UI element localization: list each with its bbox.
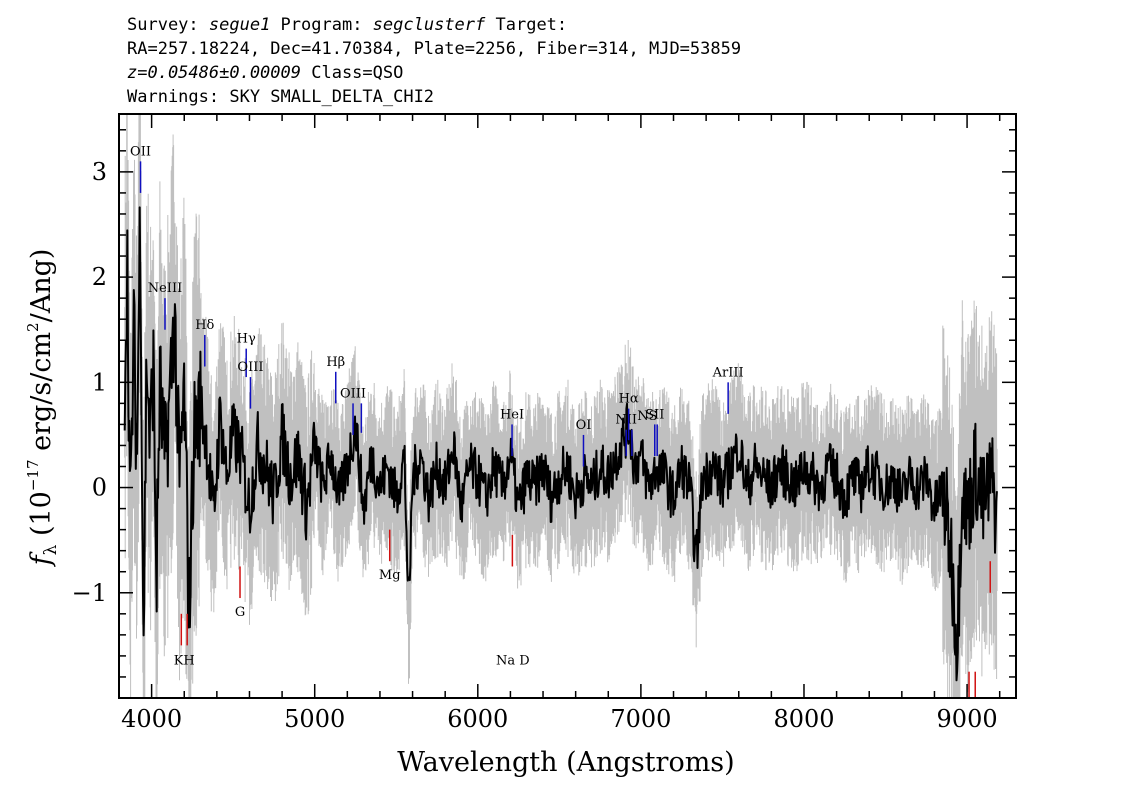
header-line-3: z=0.05486±0.00009 Class=QSO <box>127 63 403 83</box>
emission-line-label: SII <box>645 407 664 422</box>
header-survey-prefix: Survey: <box>127 15 209 35</box>
y-axis-title: fλ (10−17 erg/s/cm2/Ang) <box>24 249 61 568</box>
spectral-line-markers: OII NeIII Hδ Hγ OIII Hβ OIII HeI OI NII Hα SII ArIII… <box>130 144 991 698</box>
emission-line-label: OIII <box>237 360 263 375</box>
x-tick-label: 5000 <box>284 705 345 733</box>
emission-line-label: HeI <box>500 407 524 422</box>
header-program: segclusterf <box>373 15 486 35</box>
emission-line-label: Hδ <box>195 318 214 333</box>
plot-frame <box>118 113 1017 699</box>
header-target-prefix: Target: <box>485 15 567 35</box>
absorption-line-label: Na D <box>496 653 530 668</box>
y-tick-label: 1 <box>92 368 107 396</box>
x-tick-label: 7000 <box>610 705 671 733</box>
noise-envelope <box>124 114 998 698</box>
emission-line-label: OIII <box>340 386 366 401</box>
emission-line-label: NII <box>615 413 637 428</box>
emission-line-label: OI <box>576 418 592 433</box>
header-redshift: z=0.05486±0.00009 <box>127 63 301 83</box>
y-tick-label: 3 <box>92 158 107 186</box>
header-class: Class=QSO <box>301 63 403 83</box>
absorption-line-label: G <box>235 605 245 620</box>
header-warnings: Warnings: SKY SMALL_DELTA_CHI2 <box>127 87 434 107</box>
emission-line-label: NS <box>637 409 657 424</box>
emission-line-label: Hγ <box>237 332 256 347</box>
emission-line-label: OII <box>130 144 151 159</box>
y-axis-title-unit: erg/s/cm <box>26 332 57 460</box>
absorption-line-label: Mg <box>379 568 401 583</box>
x-tick-label: 4000 <box>121 705 182 733</box>
x-axis-title: Wavelength (Angstroms) <box>397 747 734 778</box>
y-axis-title-rest: (10 <box>26 491 57 544</box>
x-tick-label: 6000 <box>447 705 508 733</box>
header-program-prefix: Program: <box>270 15 372 35</box>
x-tick-label: 9000 <box>937 705 998 733</box>
emission-line-label: Hβ <box>326 355 345 370</box>
y-tick-label: −1 <box>72 579 107 607</box>
y-tick-label: 2 <box>92 263 107 291</box>
absorption-line-label: KH <box>174 653 195 668</box>
flux-line <box>123 206 998 682</box>
header-coordinates: RA=257.18224, Dec=41.70384, Plate=2256, … <box>127 39 741 59</box>
x-tick-label: 8000 <box>773 705 834 733</box>
flux-series <box>123 206 998 682</box>
header-line-1: Survey: segue1 Program: segclusterf Targ… <box>127 15 567 35</box>
emission-line-label: NeIII <box>148 281 182 296</box>
noise-envelope-path <box>124 114 998 698</box>
plot-axes: 4000 5000 6000 7000 8000 9000 −1 0 1 2 3 <box>72 113 1017 733</box>
y-axis-title-sub: λ <box>41 544 61 555</box>
y-axis-title-exp2: 2 <box>24 322 42 332</box>
emission-line-label: Hα <box>619 392 639 407</box>
y-tick-label: 0 <box>92 474 107 502</box>
y-axis-title-tail: /Ang) <box>26 249 57 323</box>
header-survey: segue1 <box>209 15 270 35</box>
y-axis-title-exp: −17 <box>24 459 42 491</box>
emission-line-label: ArIII <box>712 365 744 380</box>
